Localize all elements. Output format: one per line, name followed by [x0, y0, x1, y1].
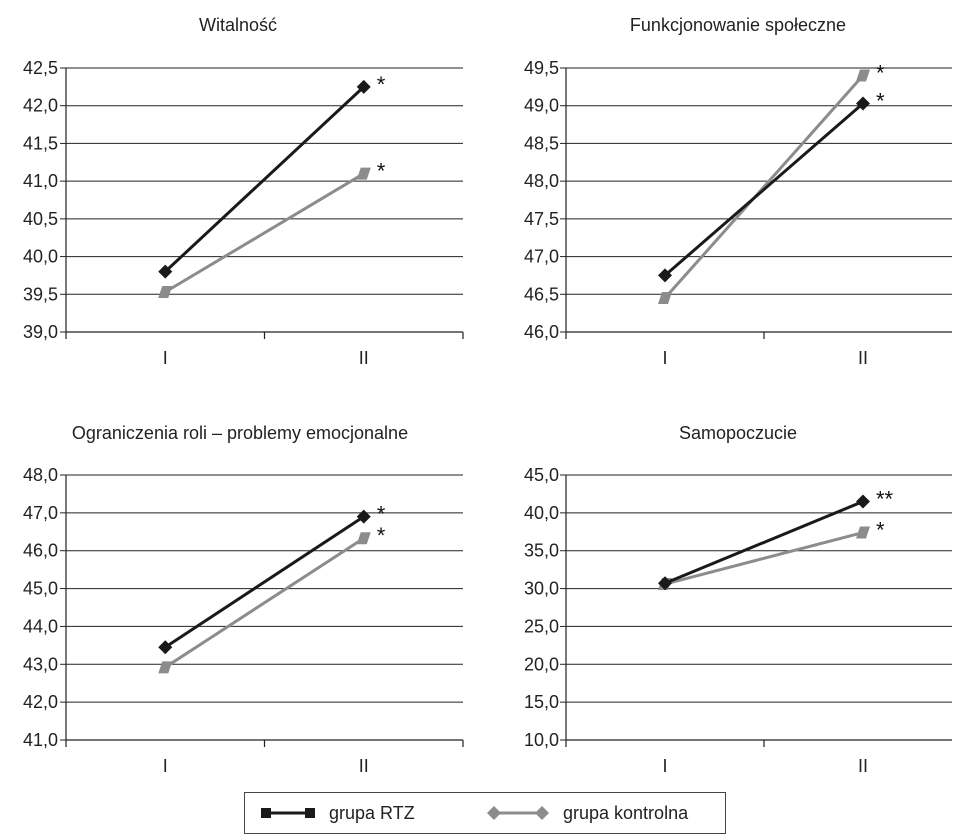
series-line-grupa-kontrolna	[663, 74, 865, 300]
legend-swatch-grupa-kontrolna	[487, 806, 549, 820]
y-tick-label: 48,0	[23, 465, 58, 485]
data-point-grupa-rtz	[856, 494, 870, 509]
y-tick-label: 35,0	[524, 541, 559, 561]
y-tick-label: 20,0	[524, 654, 559, 674]
y-tick-label: 49,0	[524, 96, 559, 116]
significance-marker: **	[876, 487, 894, 512]
significance-marker: *	[377, 523, 386, 548]
data-point-grupa-rtz	[856, 96, 870, 111]
data-point-grupa-kontrolna	[856, 69, 870, 82]
y-tick-label: 41,0	[23, 730, 58, 750]
series-line-grupa-rtz	[164, 515, 365, 649]
data-point-grupa-rtz	[158, 640, 173, 655]
significance-marker: *	[377, 502, 386, 527]
chart-title: Ograniczenia roli – problemy emocjonalne	[72, 423, 408, 443]
y-tick-label: 47,0	[524, 247, 559, 267]
data-point-grupa-kontrolna	[356, 167, 371, 180]
y-tick-label: 40,0	[23, 247, 58, 267]
y-tick-label: 15,0	[524, 692, 559, 712]
data-point-grupa-rtz	[658, 268, 672, 283]
y-tick-label: 30,0	[524, 579, 559, 599]
significance-marker: *	[876, 61, 885, 86]
x-category-label: I	[163, 348, 168, 368]
y-tick-label: 42,0	[23, 692, 58, 712]
y-tick-label: 47,5	[524, 209, 559, 229]
chart-panel-witalnosc: Witalność 39,0 39,5 40,0 40,5 41,0 41,5 42,0 42,…	[23, 15, 464, 368]
y-tick-label: 45,0	[23, 579, 58, 599]
chart-title: Samopoczucie	[679, 423, 797, 443]
series-line-grupa-rtz	[664, 500, 864, 585]
y-tick-label: 39,5	[23, 284, 58, 304]
y-tick-label: 25,0	[524, 616, 559, 636]
y-tick-label: 42,5	[23, 58, 58, 78]
chart-title: Funkcjonowanie społeczne	[630, 15, 846, 35]
x-category-label: II	[359, 756, 369, 776]
y-tick-label: 46,5	[524, 284, 559, 304]
data-point-grupa-rtz	[356, 509, 371, 524]
data-point-grupa-kontrolna	[356, 532, 371, 545]
data-point-grupa-kontrolna	[158, 286, 173, 299]
y-tick-label: 41,0	[23, 171, 58, 191]
series-line-grupa-kontrolna	[164, 536, 365, 669]
chart-panel-samopoczucie: Samopoczucie 10,0 15,0 20,0 25,0 30,0 35,0 40,0…	[524, 423, 952, 776]
y-tick-label: 40,5	[23, 209, 58, 229]
significance-marker: *	[876, 518, 885, 543]
chart-title: Witalność	[199, 15, 277, 35]
y-tick-label: 41,5	[23, 133, 58, 153]
y-tick-label: 42,0	[23, 96, 58, 116]
x-category-label: I	[163, 756, 168, 776]
chart-legend: grupa RTZ grupa kontrolna	[244, 792, 726, 834]
x-category-label: II	[359, 348, 369, 368]
data-point-grupa-rtz	[658, 576, 672, 591]
series-line-grupa-kontrolna	[664, 531, 864, 586]
chart-panel-ograniczenia-roli: Ograniczenia roli – problemy emocjonalne…	[23, 423, 464, 776]
y-tick-label: 39,0	[23, 322, 58, 342]
series-line-grupa-rtz	[664, 102, 864, 277]
y-tick-label: 44,0	[23, 616, 58, 636]
y-tick-label: 48,5	[524, 133, 559, 153]
x-category-label: I	[662, 756, 667, 776]
y-tick-label: 46,0	[23, 541, 58, 561]
y-tick-label: 45,0	[524, 465, 559, 485]
data-point-grupa-kontrolna	[856, 526, 870, 539]
y-tick-label: 40,0	[524, 503, 559, 523]
y-tick-label: 47,0	[23, 503, 58, 523]
y-tick-label: 48,0	[524, 171, 559, 191]
significance-marker: *	[876, 88, 885, 113]
x-category-label: I	[662, 348, 667, 368]
y-tick-label: 43,0	[23, 654, 58, 674]
data-point-grupa-kontrolna	[658, 292, 672, 305]
y-tick-label: 46,0	[524, 322, 559, 342]
data-point-grupa-rtz	[158, 264, 173, 279]
data-point-grupa-kontrolna	[158, 661, 173, 674]
legend-item-grupa-kontrolna: grupa kontrolna	[487, 793, 688, 833]
legend-swatch-grupa-rtz	[261, 808, 315, 818]
significance-marker: *	[377, 159, 386, 184]
series-line-grupa-kontrolna	[164, 172, 365, 294]
x-category-label: II	[858, 756, 868, 776]
legend-label-grupa-kontrolna: grupa kontrolna	[563, 802, 689, 823]
data-point-grupa-rtz	[356, 79, 371, 94]
x-category-label: II	[858, 348, 868, 368]
chart-panel-funkcjonowanie-spoleczne: Funkcjonowanie społeczne 46,0 46,5 47,0 47,5…	[524, 15, 952, 368]
legend-item-grupa-rtz: grupa RTZ	[261, 793, 415, 833]
series-line-grupa-rtz	[164, 85, 365, 273]
y-tick-label: 49,5	[524, 58, 559, 78]
y-tick-label: 10,0	[524, 730, 559, 750]
significance-marker: *	[377, 72, 386, 97]
legend-label-grupa-rtz: grupa RTZ	[329, 802, 415, 823]
